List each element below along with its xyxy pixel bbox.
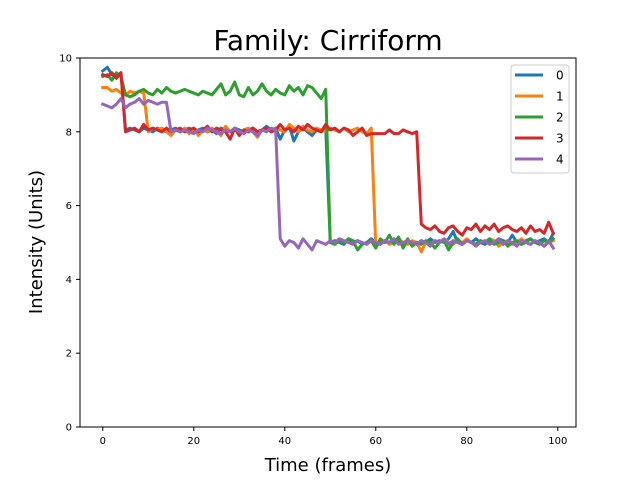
- x-axis-label: Time (frames): [264, 455, 392, 476]
- y-tick-label: 4: [66, 275, 72, 286]
- x-tick-label: 60: [369, 436, 382, 447]
- x-tick-label: 40: [278, 436, 291, 447]
- y-axis-label: Intensity (Units): [26, 170, 47, 314]
- x-tick-label: 100: [548, 436, 567, 447]
- y-tick-label: 0: [66, 423, 72, 434]
- x-axis-ticks: 0 20 40 60 80 100: [100, 427, 567, 447]
- y-tick-label: 10: [59, 54, 72, 65]
- series-line-4: [100, 97, 556, 252]
- y-tick-label: 8: [66, 127, 72, 138]
- y-axis-ticks: 0 2 4 6 8 10: [59, 54, 80, 434]
- x-tick-label: 20: [187, 436, 200, 447]
- chart-title: Family: Cirriform: [213, 24, 442, 57]
- y-tick-label: 6: [66, 201, 72, 212]
- legend-label-2: 2: [556, 111, 564, 125]
- plot-frame: [79, 57, 577, 428]
- y-tick-label: 2: [66, 349, 72, 360]
- x-tick-label: 0: [100, 436, 106, 447]
- legend-label-1: 1: [556, 90, 564, 104]
- legend: 0 1 2 3 4: [510, 64, 570, 174]
- legend-label-3: 3: [556, 132, 564, 146]
- legend-label-0: 0: [556, 69, 564, 83]
- x-tick-label: 80: [460, 436, 473, 447]
- series-line-3: [100, 71, 556, 237]
- legend-label-4: 4: [556, 153, 564, 167]
- plot-lines: [100, 65, 556, 254]
- legend-box: [510, 64, 570, 174]
